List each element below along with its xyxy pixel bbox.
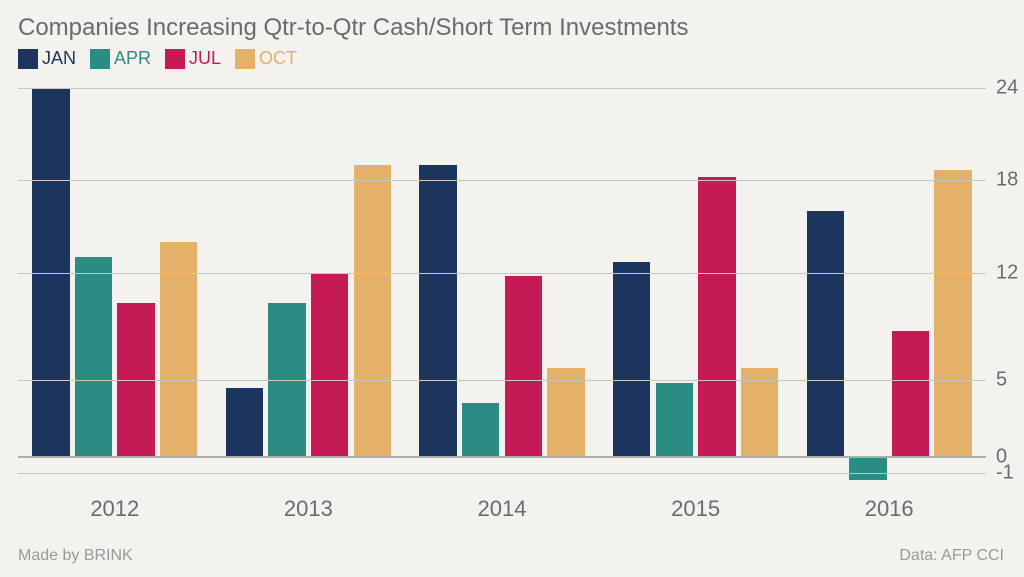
legend: JAN APR JUL OCT xyxy=(18,48,297,69)
xtick-label: 2015 xyxy=(671,496,720,522)
xtick-label: 2013 xyxy=(284,496,333,522)
ytick-label: 24 xyxy=(996,77,1018,100)
xtick-label: 2014 xyxy=(478,496,527,522)
bar-2015-jan xyxy=(613,262,650,457)
bar-2012-oct xyxy=(160,242,197,457)
bar-2014-apr xyxy=(462,403,499,457)
bar-2013-jul xyxy=(311,273,348,458)
gridline xyxy=(18,273,986,274)
gridline xyxy=(18,88,986,89)
bar-2014-jan xyxy=(419,165,456,457)
zero-line xyxy=(18,456,986,458)
bar-2016-apr xyxy=(849,457,886,480)
legend-swatch xyxy=(90,49,110,69)
gridline xyxy=(18,380,986,381)
chart-title: Companies Increasing Qtr-to-Qtr Cash/Sho… xyxy=(18,14,688,42)
bar-2015-jul xyxy=(698,177,735,457)
bar-2016-jan xyxy=(807,211,844,457)
bar-2015-oct xyxy=(741,368,778,457)
credit-right: Data: AFP CCI xyxy=(899,547,1004,565)
bars-layer xyxy=(18,88,986,488)
legend-swatch xyxy=(165,49,185,69)
gridline xyxy=(18,473,986,474)
plot-area: -105121824 xyxy=(18,88,986,488)
bar-2012-apr xyxy=(75,257,112,457)
legend-label: JUL xyxy=(189,48,221,69)
xtick-label: 2016 xyxy=(865,496,914,522)
ytick-label: 18 xyxy=(996,169,1018,192)
legend-item-jul: JUL xyxy=(165,48,221,69)
legend-swatch xyxy=(235,49,255,69)
bar-2013-jan xyxy=(226,388,263,457)
legend-label: APR xyxy=(114,48,151,69)
bar-2014-jul xyxy=(505,276,542,458)
ytick-label: 0 xyxy=(996,446,1007,469)
ytick-label: 5 xyxy=(996,369,1007,392)
bar-2014-oct xyxy=(547,368,584,457)
credit-left: Made by BRINK xyxy=(18,547,133,565)
legend-item-jan: JAN xyxy=(18,48,76,69)
legend-label: OCT xyxy=(259,48,297,69)
bar-2016-jul xyxy=(892,331,929,457)
legend-label: JAN xyxy=(42,48,76,69)
bar-2016-oct xyxy=(934,170,971,458)
gridline xyxy=(18,180,986,181)
bar-2015-apr xyxy=(656,383,693,457)
legend-swatch xyxy=(18,49,38,69)
bar-2013-oct xyxy=(354,165,391,457)
legend-item-apr: APR xyxy=(90,48,151,69)
legend-item-oct: OCT xyxy=(235,48,297,69)
ytick-label: 12 xyxy=(996,261,1018,284)
xtick-label: 2012 xyxy=(90,496,139,522)
